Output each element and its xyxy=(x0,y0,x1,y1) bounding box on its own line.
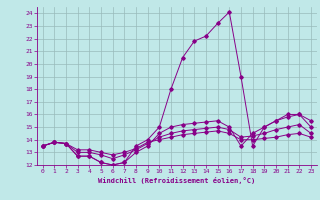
X-axis label: Windchill (Refroidissement éolien,°C): Windchill (Refroidissement éolien,°C) xyxy=(98,177,255,184)
